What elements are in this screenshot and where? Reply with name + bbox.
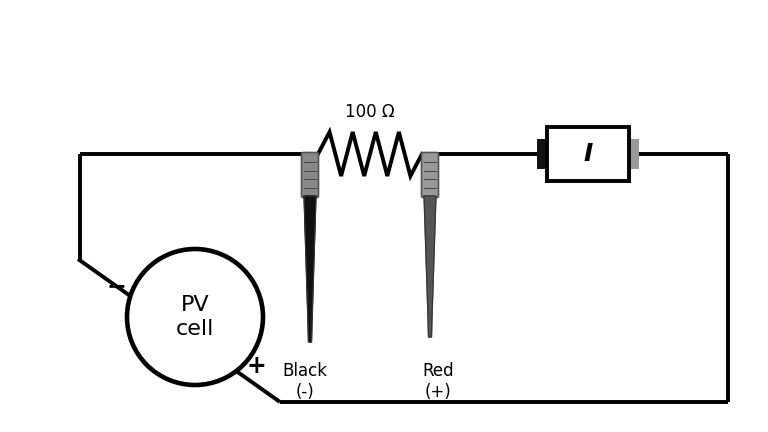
FancyBboxPatch shape: [422, 152, 439, 197]
Text: −: −: [107, 274, 126, 298]
Bar: [537, 139, 547, 169]
FancyBboxPatch shape: [302, 152, 319, 197]
Text: PV
cell: PV cell: [176, 295, 214, 340]
Bar: [629, 139, 639, 169]
Polygon shape: [424, 196, 436, 337]
Polygon shape: [304, 196, 316, 342]
Text: Black
(-): Black (-): [283, 362, 327, 401]
Text: Red
(+): Red (+): [422, 362, 454, 401]
Text: 100 Ω: 100 Ω: [345, 103, 395, 121]
Text: +: +: [247, 354, 266, 378]
Circle shape: [127, 249, 263, 385]
Text: I: I: [584, 142, 593, 166]
Bar: [547, 127, 629, 181]
